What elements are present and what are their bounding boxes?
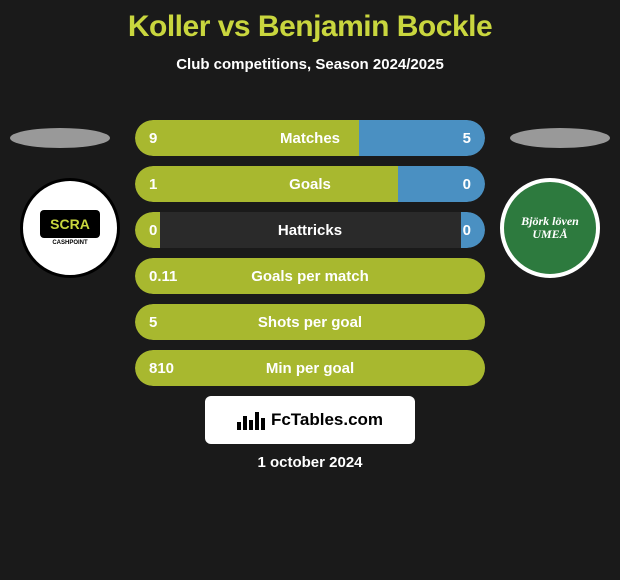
stat-row: 0.11Goals per match xyxy=(135,258,485,294)
stat-label: Matches xyxy=(135,120,485,156)
shadow-right xyxy=(510,128,610,148)
stat-row: 9Matches5 xyxy=(135,120,485,156)
stat-value-right: 5 xyxy=(463,120,471,156)
stat-value-right: 0 xyxy=(463,212,471,248)
team-logo-right-text: Björk löven UMEÅ xyxy=(504,215,596,241)
stat-row: 0Hattricks0 xyxy=(135,212,485,248)
stat-label: Goals per match xyxy=(135,258,485,294)
team-logo-left-subtext: CASHPOINT xyxy=(52,240,87,246)
page-date: 1 october 2024 xyxy=(0,454,620,471)
stat-row: 810Min per goal xyxy=(135,350,485,386)
stat-label: Shots per goal xyxy=(135,304,485,340)
stat-label: Goals xyxy=(135,166,485,202)
page-title: Koller vs Benjamin Bockle xyxy=(0,0,620,44)
page-subtitle: Club competitions, Season 2024/2025 xyxy=(0,56,620,73)
stats-container: 9Matches51Goals00Hattricks00.11Goals per… xyxy=(135,120,485,396)
footer-brand: FcTables.com xyxy=(205,396,415,444)
team-logo-left: SCRA CASHPOINT xyxy=(20,178,120,278)
stat-row: 1Goals0 xyxy=(135,166,485,202)
stat-label: Hattricks xyxy=(135,212,485,248)
chart-icon xyxy=(237,410,265,430)
team-logo-right: Björk löven UMEÅ xyxy=(500,178,600,278)
team-logo-left-text: SCRA xyxy=(40,210,100,238)
stat-row: 5Shots per goal xyxy=(135,304,485,340)
shadow-left xyxy=(10,128,110,148)
stat-value-right: 0 xyxy=(463,166,471,202)
footer-brand-text: FcTables.com xyxy=(271,410,383,430)
stat-label: Min per goal xyxy=(135,350,485,386)
